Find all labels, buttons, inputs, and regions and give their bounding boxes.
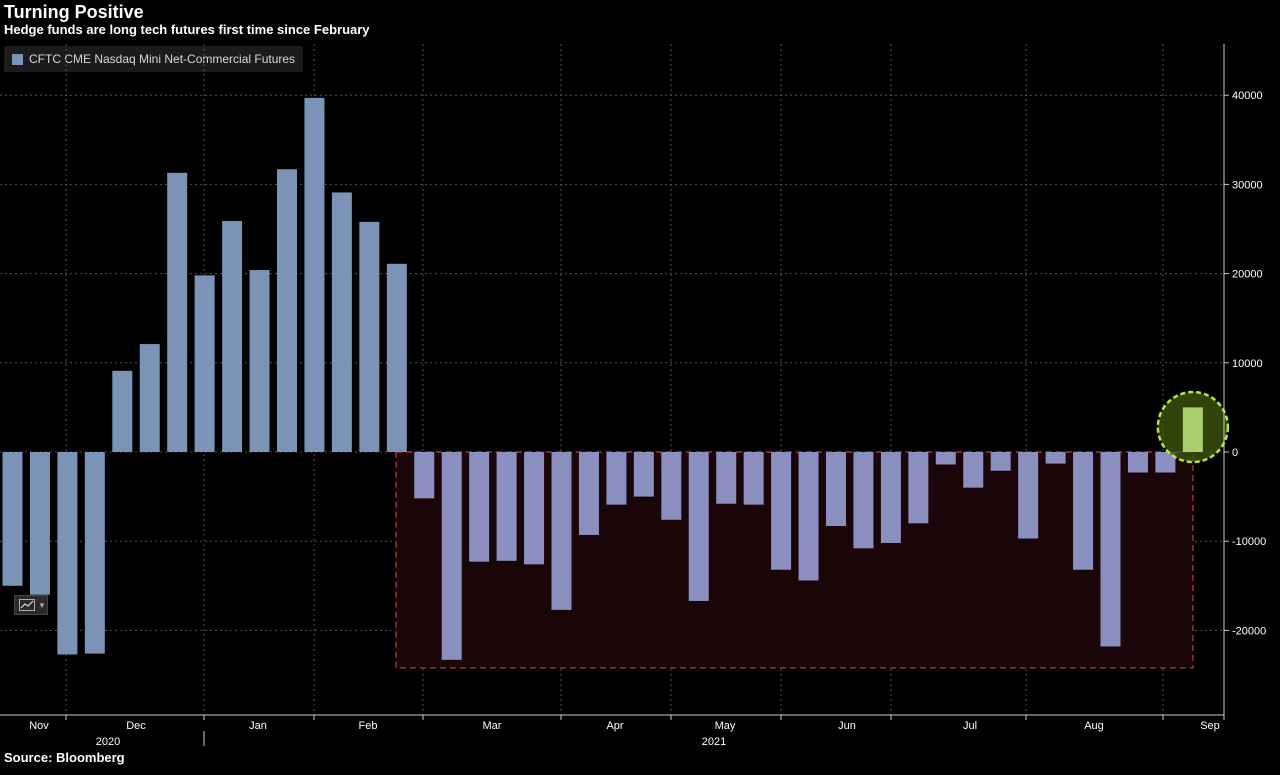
bar (880, 452, 901, 543)
bar (551, 452, 572, 610)
bar (277, 169, 297, 452)
legend[interactable]: CFTC CME Nasdaq Mini Net-Commercial Futu… (4, 46, 304, 72)
bar (935, 452, 956, 465)
bar (743, 452, 764, 505)
x-month-label: May (715, 720, 736, 732)
bar (57, 452, 78, 655)
chart-type-menu-button[interactable]: ▼ (14, 595, 48, 615)
bar (798, 452, 819, 581)
axes: 40000 30000 20000 10000 0 -10000 -20000 Nov Dec J… (0, 44, 1266, 748)
y-tick-label: 0 (1232, 447, 1238, 459)
y-tick-label: 30000 (1232, 179, 1263, 191)
bar (606, 452, 627, 505)
x-year-label: 2021 (702, 736, 726, 748)
bar (496, 452, 517, 561)
bar (222, 220, 243, 452)
source-note: Source: Bloomberg (4, 750, 125, 765)
bar (167, 172, 188, 452)
chart-title: Turning Positive (4, 2, 144, 22)
line-chart-icon (19, 599, 35, 611)
bar (771, 452, 792, 570)
bar (2, 452, 23, 586)
bar (386, 263, 407, 452)
x-month-label: Jun (838, 720, 856, 732)
legend-label: CFTC CME Nasdaq Mini Net-Commercial Futu… (29, 52, 296, 66)
bar (359, 221, 380, 452)
x-month-label: Apr (606, 720, 623, 732)
bar (194, 275, 215, 452)
latest-bar-overlay (1182, 407, 1203, 452)
bar (661, 452, 682, 520)
x-month-label: Mar (483, 720, 502, 732)
bar (249, 270, 270, 452)
bar (112, 370, 133, 452)
x-month-label: Jan (249, 720, 267, 732)
bar (1045, 452, 1066, 464)
bar (1100, 452, 1121, 647)
bar (1127, 452, 1148, 473)
bar (716, 452, 737, 504)
bar (304, 97, 325, 452)
bar (963, 452, 984, 488)
x-month-label: Jul (963, 720, 977, 732)
bar (29, 452, 50, 595)
y-tick-label: 40000 (1232, 90, 1263, 102)
bar (990, 452, 1011, 471)
x-month-label: Nov (29, 720, 49, 732)
legend-square-icon (12, 53, 23, 65)
bar (139, 344, 160, 452)
bar (578, 452, 599, 535)
bar (688, 452, 709, 601)
x-year-label: 2020 (96, 736, 120, 748)
bar (633, 452, 654, 497)
y-tick-label: -20000 (1232, 625, 1266, 637)
y-tick-label: -10000 (1232, 536, 1266, 548)
bar (908, 452, 929, 524)
chevron-down-icon: ▼ (38, 600, 46, 610)
bar (524, 452, 545, 565)
bar (414, 452, 435, 499)
bar (469, 452, 490, 562)
bar (853, 452, 874, 549)
x-month-label: Sep (1200, 720, 1220, 732)
bars (2, 97, 1230, 660)
bar (441, 452, 462, 660)
bar (1155, 452, 1176, 473)
y-tick-label: 20000 (1232, 269, 1263, 281)
x-month-label: Aug (1084, 720, 1104, 732)
bar (1073, 452, 1094, 570)
y-tick-label: 10000 (1232, 358, 1263, 370)
x-month-label: Dec (126, 720, 146, 732)
x-month-label: Feb (359, 720, 378, 732)
chart-subtitle: Hedge funds are long tech futures first … (4, 22, 370, 37)
bar (331, 192, 352, 453)
bar (826, 452, 846, 527)
bar (1018, 452, 1039, 539)
bar (84, 452, 105, 654)
